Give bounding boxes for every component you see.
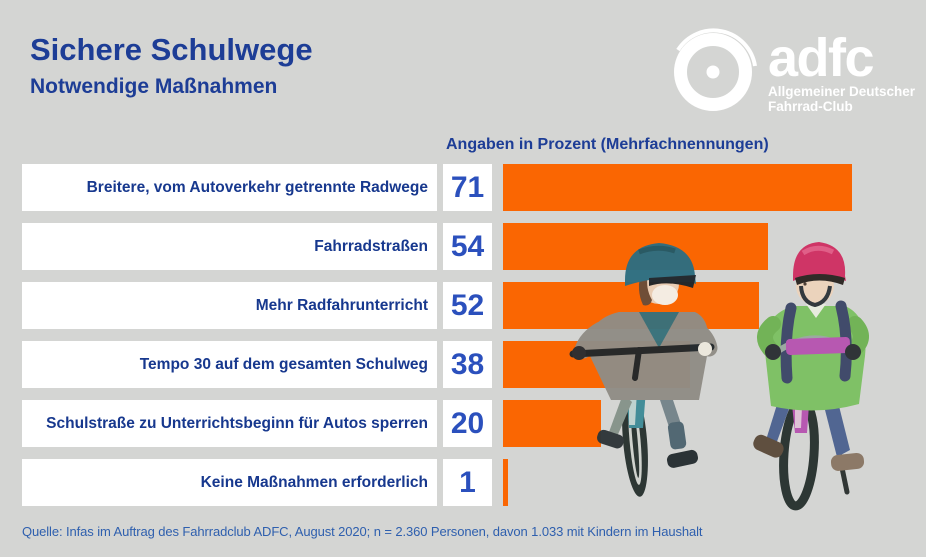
adfc-tagline-line1: Allgemeiner Deutscher bbox=[768, 84, 916, 99]
category-label: Schulstraße zu Unterrichtsbeginn für Aut… bbox=[22, 400, 437, 447]
chart-row: Fahrradstraßen 54 bbox=[22, 223, 852, 270]
chart-row: Breitere, vom Autoverkehr getrennte Radw… bbox=[22, 164, 852, 211]
value-label: 54 bbox=[443, 223, 492, 270]
bar bbox=[503, 459, 508, 506]
adfc-logo: adfc Allgemeiner Deutscher Fahrrad-Club bbox=[670, 22, 915, 122]
adfc-wheel-icon bbox=[674, 28, 757, 111]
value-label: 38 bbox=[443, 341, 492, 388]
chart-row: Keine Maßnahmen erforderlich 1 bbox=[22, 459, 852, 506]
adfc-logo-text: adfc Allgemeiner Deutscher Fahrrad-Club bbox=[768, 22, 915, 114]
page-subtitle: Notwendige Maßnahmen bbox=[30, 75, 278, 98]
bar bbox=[503, 400, 602, 447]
chart-units-header: Angaben in Prozent (Mehrfachnennungen) bbox=[446, 136, 769, 153]
category-label: Mehr Radfahrunterricht bbox=[22, 282, 437, 329]
bar-chart: Breitere, vom Autoverkehr getrennte Radw… bbox=[22, 164, 852, 518]
adfc-brand: adfc bbox=[768, 28, 875, 88]
children-cycling-illustration bbox=[569, 242, 869, 511]
right-child-on-bike bbox=[753, 242, 869, 511]
value-label: 71 bbox=[443, 164, 492, 211]
category-label: Fahrradstraßen bbox=[22, 223, 437, 270]
left-child-on-bike bbox=[569, 243, 718, 497]
value-label: 1 bbox=[443, 459, 492, 506]
source-note: Quelle: Infas im Auftrag des Fahrradclub… bbox=[22, 524, 703, 539]
adfc-tagline-line2: Fahrrad-Club bbox=[768, 99, 853, 114]
chart-row: Schulstraße zu Unterrichtsbeginn für Aut… bbox=[22, 400, 852, 447]
page-title: Sichere Schulwege bbox=[30, 32, 313, 67]
category-label: Breitere, vom Autoverkehr getrennte Radw… bbox=[22, 164, 437, 211]
value-label: 20 bbox=[443, 400, 492, 447]
bar bbox=[503, 164, 852, 211]
value-label: 52 bbox=[443, 282, 492, 329]
category-label: Keine Maßnahmen erforderlich bbox=[22, 459, 437, 506]
category-label: Tempo 30 auf dem gesamten Schulweg bbox=[22, 341, 437, 388]
